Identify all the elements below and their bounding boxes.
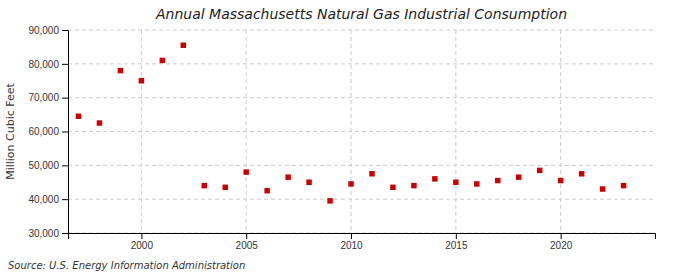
tick-mark [141, 233, 142, 239]
point [495, 178, 500, 183]
plot: 2000 2005 2010 2015 2020 30,000 40,000 50,000 60… [28, 25, 655, 251]
point [97, 120, 102, 125]
title: Annual Massachusetts Natural Gas Industr… [155, 6, 567, 22]
annotation: Source: U.S. Energy Information Administ… [8, 260, 245, 271]
axis-line [69, 234, 656, 240]
tick: 50,000 [28, 160, 68, 171]
chart: 2000 2005 2010 2015 2020 30,000 40,000 50,000 60… [0, 0, 675, 275]
tick: 2010 [340, 233, 363, 251]
tick-label: 30,000 [28, 228, 59, 239]
grid-line [68, 97, 655, 98]
point [453, 180, 458, 185]
grid-line [68, 165, 655, 166]
grid-line [351, 30, 352, 233]
point [390, 185, 395, 190]
point [348, 181, 353, 186]
point [600, 186, 605, 191]
tick-mark [351, 233, 352, 239]
tick-mark [62, 233, 68, 234]
tick: 70,000 [28, 92, 68, 103]
point [516, 174, 521, 179]
tick-label: 70,000 [28, 92, 59, 103]
tick-label: 2000 [131, 240, 154, 251]
tick-label: 90,000 [28, 25, 59, 36]
point [285, 174, 290, 179]
point [139, 78, 144, 83]
tick: 2000 [131, 233, 154, 251]
point [432, 176, 437, 181]
tick-mark [62, 132, 68, 133]
grid [68, 30, 655, 233]
grid-line [68, 30, 655, 31]
tick-mark [561, 233, 562, 239]
tick: 40,000 [28, 194, 68, 205]
tick-label: 50,000 [28, 160, 59, 171]
tick: 60,000 [28, 126, 68, 137]
grid-line [560, 30, 561, 233]
tick-label: 2020 [550, 240, 573, 251]
points [76, 42, 627, 203]
point [411, 183, 416, 188]
point [264, 188, 269, 193]
tick: 2005 [236, 233, 259, 251]
y-axis-label: Million Cubic Feet [4, 82, 17, 179]
grid-line [68, 63, 655, 64]
grid-line [455, 30, 456, 233]
tick-label: 2015 [445, 240, 468, 251]
point [243, 169, 248, 174]
tick-label: 60,000 [28, 126, 59, 137]
axis-line [62, 31, 69, 234]
point [222, 185, 227, 190]
point [558, 178, 563, 183]
x-axis: 2000 2005 2010 2015 2020 [69, 233, 656, 251]
grid-line [68, 131, 655, 132]
point [160, 58, 165, 63]
tick: 2015 [445, 233, 468, 251]
y-axis: 30,000 40,000 50,000 60,000 70,000 80,000 90,0… [28, 25, 68, 239]
point [327, 198, 332, 203]
grid-line [68, 199, 655, 200]
tick-mark [62, 165, 68, 166]
point [579, 171, 584, 176]
point [118, 68, 123, 73]
point [537, 168, 542, 173]
tick-label: 80,000 [28, 59, 59, 70]
tick: 80,000 [28, 59, 68, 70]
grid-line [141, 30, 142, 233]
tick-label: 40,000 [28, 194, 59, 205]
point [181, 42, 186, 47]
point [369, 171, 374, 176]
tick-label: 2005 [236, 240, 259, 251]
point [621, 183, 626, 188]
point [202, 183, 207, 188]
tick: 30,000 [28, 228, 68, 239]
tick-mark [62, 30, 68, 31]
tick: 90,000 [28, 25, 68, 36]
tick-mark [62, 199, 68, 200]
tick-mark [62, 64, 68, 65]
point [474, 181, 479, 186]
tick-label: 2010 [340, 240, 363, 251]
point [306, 180, 311, 185]
tick: 2020 [550, 233, 573, 251]
point [76, 114, 81, 119]
tick-mark [246, 233, 247, 239]
grid-line [246, 30, 247, 233]
tick-mark [62, 98, 68, 99]
tick-mark [456, 233, 457, 239]
